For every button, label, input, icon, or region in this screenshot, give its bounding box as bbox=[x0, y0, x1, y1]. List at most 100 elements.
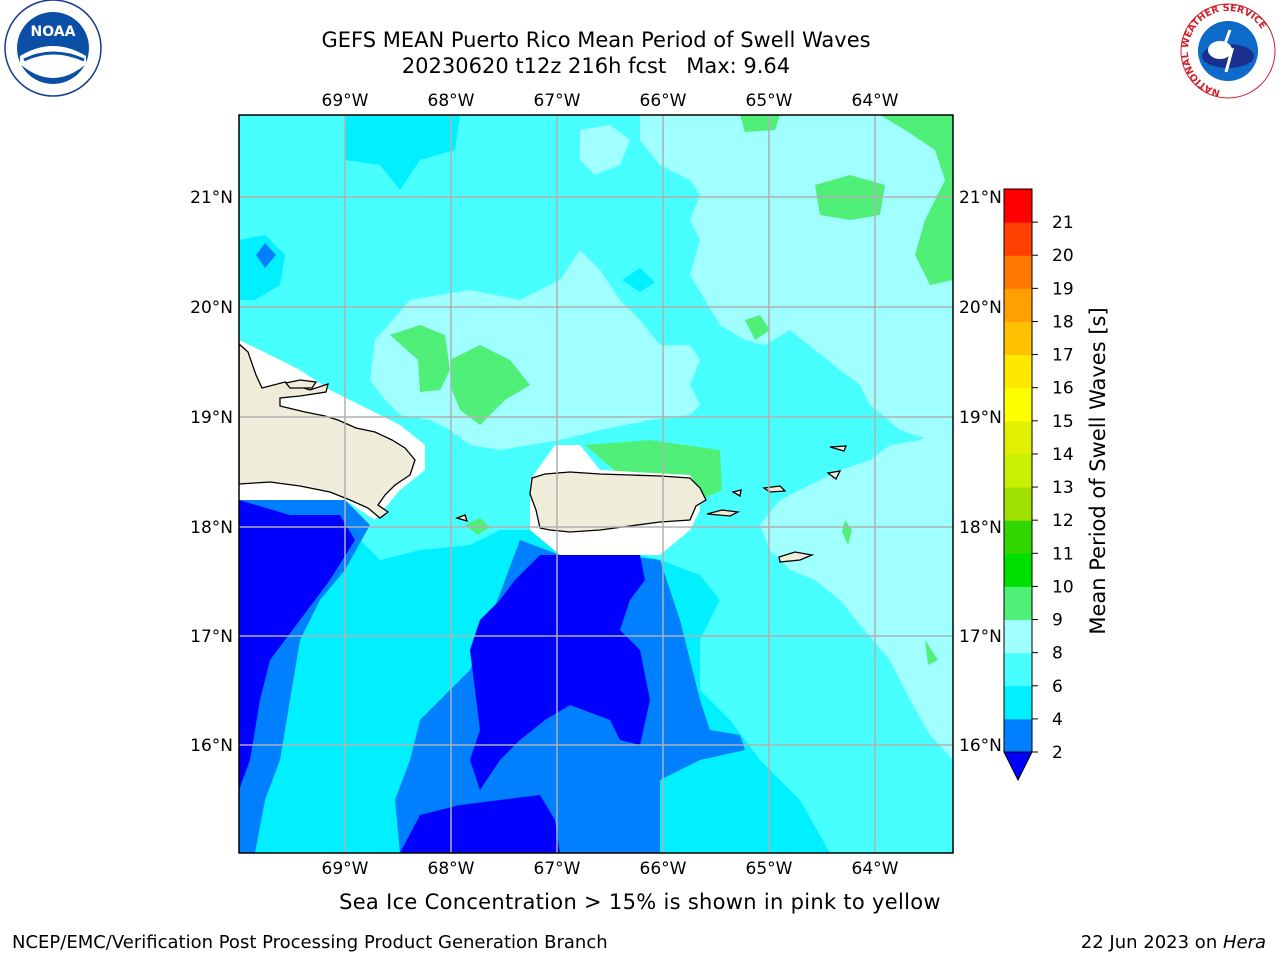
colorbar-tick-label: 21 bbox=[1052, 213, 1074, 233]
colorbar-frame bbox=[1003, 188, 1033, 753]
contour-9-10-e bbox=[740, 115, 780, 132]
lat-labels-left: 21°N 20°N 19°N 18°N 17°N 16°N bbox=[190, 188, 233, 756]
lon-label: 68°W bbox=[428, 91, 475, 111]
credit-left: NCEP/EMC/Verification Post Processing Pr… bbox=[12, 932, 608, 953]
hispaniola-land bbox=[239, 343, 416, 519]
colorbar-tick-label: 9 bbox=[1052, 611, 1063, 631]
lat-label: 18°N bbox=[190, 518, 233, 538]
contour-2-4-spot bbox=[256, 243, 276, 268]
gridlines bbox=[239, 115, 953, 853]
island-mona bbox=[454, 514, 469, 522]
map-title: GEFS MEAN Puerto Rico Mean Period of Swe… bbox=[321, 28, 871, 52]
credit-host: Hera bbox=[1222, 932, 1266, 953]
swell-period-contours bbox=[239, 115, 953, 853]
colorbar-segment bbox=[1004, 685, 1032, 720]
colorbar-tick-label: 2 bbox=[1052, 743, 1063, 763]
colorbar-segment bbox=[1004, 189, 1032, 223]
st-croix bbox=[778, 551, 815, 563]
colorbar-segment bbox=[1004, 619, 1032, 654]
colorbar-segment bbox=[1004, 420, 1032, 455]
map-frame bbox=[238, 114, 954, 854]
colorbar-segment bbox=[1004, 288, 1032, 322]
colorbar-segment bbox=[1004, 553, 1032, 587]
contour-4-6-top bbox=[345, 115, 460, 190]
island-ne-hisp bbox=[284, 379, 318, 389]
colorbar-tick-label: 8 bbox=[1052, 644, 1063, 664]
lon-label: 69°W bbox=[322, 859, 369, 879]
colorbar-extend-low bbox=[1003, 751, 1033, 782]
lon-label: 67°W bbox=[534, 91, 581, 111]
lon-label: 65°W bbox=[746, 859, 793, 879]
contour-9-10-c bbox=[880, 115, 953, 285]
lon-label: 65°W bbox=[746, 91, 793, 111]
colorbar-tick-label: 10 bbox=[1052, 577, 1074, 597]
contour-9-10-a bbox=[390, 325, 450, 392]
map-subtitle: 20230620 t12z 216h fcst Max: 9.64 bbox=[401, 54, 791, 78]
colorbar-segment bbox=[1004, 255, 1032, 289]
lat-labels-right: 21°N 20°N 19°N 18°N 17°N 16°N bbox=[959, 188, 1002, 756]
colorbar-tick-label: 13 bbox=[1052, 478, 1074, 498]
colorbar-tick-label: 18 bbox=[1052, 312, 1074, 332]
nws-logo: NATIONAL WEATHER SERVICE bbox=[1180, 3, 1276, 99]
colorbar-segment bbox=[1004, 586, 1032, 621]
lat-label: 21°N bbox=[190, 188, 233, 208]
colorbar-segment bbox=[1004, 222, 1032, 256]
contour-8-9-center bbox=[370, 250, 700, 450]
lat-label: 16°N bbox=[190, 736, 233, 756]
lon-label: 64°W bbox=[852, 859, 899, 879]
lat-label: 17°N bbox=[190, 627, 233, 647]
lon-label: 67°W bbox=[534, 859, 581, 879]
contour-9-10-b bbox=[450, 345, 530, 425]
island-vieques bbox=[731, 489, 742, 498]
island-anguilla bbox=[829, 445, 847, 452]
colorbar-tick-label: 4 bbox=[1052, 710, 1063, 730]
sea-ice-note: Sea Ice Concentration > 15% is shown in … bbox=[339, 890, 941, 914]
colorbar-segment bbox=[1004, 453, 1032, 488]
contour-9-10-i bbox=[925, 640, 938, 665]
colorbar-segment bbox=[1004, 321, 1032, 356]
contour-4-6-small bbox=[622, 268, 655, 292]
contour-4-6-nw bbox=[239, 235, 285, 300]
colorbar-tick-label: 20 bbox=[1052, 246, 1074, 266]
lat-label: 16°N bbox=[959, 736, 1002, 756]
contour-8-9-top bbox=[580, 125, 630, 175]
colorbar-tick-label: 19 bbox=[1052, 279, 1074, 299]
lon-label: 68°W bbox=[428, 859, 475, 879]
contour-below-2 bbox=[239, 500, 650, 853]
lon-label: 64°W bbox=[852, 91, 899, 111]
colorbar-label: Mean Period of Swell Waves [s] bbox=[1086, 307, 1110, 634]
lat-label: 17°N bbox=[959, 627, 1002, 647]
colorbar-segment bbox=[1004, 387, 1032, 422]
colorbar-segment bbox=[1004, 354, 1032, 389]
lon-labels-top: 69°W 68°W 67°W 66°W 65°W 64°W bbox=[322, 91, 899, 111]
colorbar-tick-label: 11 bbox=[1052, 544, 1074, 564]
noaa-logo-text: NOAA bbox=[31, 24, 76, 40]
colorbar-tick-label: 14 bbox=[1052, 445, 1074, 465]
lat-label: 19°N bbox=[190, 408, 233, 428]
colorbar-tick-label: 12 bbox=[1052, 511, 1074, 531]
lat-label: 21°N bbox=[959, 188, 1002, 208]
colorbar-segment bbox=[1004, 718, 1032, 753]
lon-labels-bottom: 69°W 68°W 67°W 66°W 65°W 64°W bbox=[322, 859, 899, 879]
lat-label: 20°N bbox=[959, 298, 1002, 318]
colorbar-segment bbox=[1004, 487, 1032, 521]
colorbar-tick-label: 15 bbox=[1052, 412, 1074, 432]
noaa-logo: NOAA bbox=[4, 0, 102, 97]
lat-label: 19°N bbox=[959, 408, 1002, 428]
island-north-bvi bbox=[826, 470, 842, 480]
virgin-island-1 bbox=[706, 509, 741, 517]
lat-label: 18°N bbox=[959, 518, 1002, 538]
contour-9-10-f bbox=[745, 315, 770, 340]
colorbar-tick-label: 16 bbox=[1052, 379, 1074, 399]
credit-date: 22 Jun 2023 on bbox=[1080, 932, 1223, 953]
lat-label: 20°N bbox=[190, 298, 233, 318]
lon-label: 66°W bbox=[640, 859, 687, 879]
colorbar-segment bbox=[1004, 520, 1032, 554]
colorbar-tick-label: 6 bbox=[1052, 677, 1063, 697]
colorbar-tick-label: 17 bbox=[1052, 346, 1074, 366]
credit-right: 22 Jun 2023 on Hera bbox=[1081, 932, 1266, 953]
colorbar-segment bbox=[1004, 652, 1032, 687]
colorbar: 2 4 6 8 9 10 11 12 13 14 15 16 17 18 19 20 21 bbox=[1003, 188, 1074, 782]
puerto-rico-land bbox=[529, 471, 707, 533]
lon-label: 66°W bbox=[640, 91, 687, 111]
